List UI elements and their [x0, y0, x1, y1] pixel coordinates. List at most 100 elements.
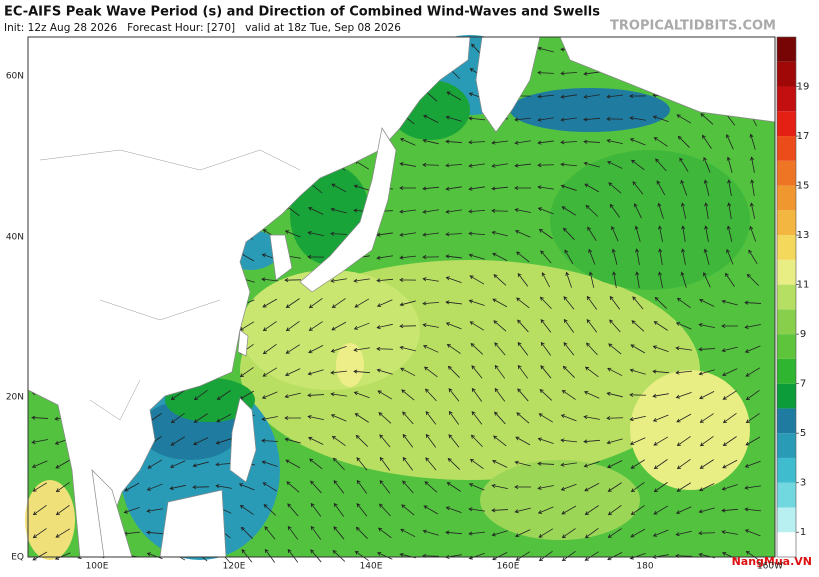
map	[25, 35, 776, 563]
arrow	[330, 231, 348, 236]
arrow	[238, 483, 255, 491]
arrow	[745, 436, 761, 446]
arrow	[652, 414, 669, 422]
arrow	[744, 345, 761, 353]
arrow	[379, 479, 391, 494]
arrow	[537, 163, 555, 168]
arrow	[492, 252, 508, 262]
arrow	[516, 297, 530, 309]
arrow	[399, 138, 416, 146]
arrow	[750, 179, 755, 196]
lat-label: 40N	[6, 233, 24, 243]
colorbar-label: 15	[797, 181, 810, 192]
arrow	[470, 342, 484, 355]
arrow	[538, 528, 554, 538]
colorbar-segment	[777, 284, 796, 310]
arrow	[170, 390, 185, 401]
arrow	[284, 437, 301, 444]
arrow	[653, 137, 668, 147]
lat-label: EQ	[11, 553, 24, 563]
arrow	[607, 504, 622, 516]
arrow	[680, 179, 688, 196]
arrow	[658, 225, 663, 242]
arrow	[630, 528, 646, 538]
arrow	[722, 436, 737, 446]
arrow	[170, 412, 185, 424]
arrow	[606, 416, 624, 421]
arrow	[493, 320, 507, 332]
arrow	[31, 415, 49, 420]
arrow	[469, 458, 484, 470]
arrow	[399, 209, 416, 214]
arrow	[55, 505, 70, 516]
arrow	[586, 295, 598, 310]
arrow	[721, 484, 738, 491]
arrow	[514, 529, 531, 538]
arrow	[607, 551, 623, 561]
lon-label: 140E	[360, 562, 383, 572]
arrow	[491, 186, 509, 191]
arrow	[583, 415, 600, 420]
arrow	[561, 528, 576, 539]
arrow	[560, 94, 577, 99]
colorbar-segment	[777, 358, 796, 384]
arrow	[611, 248, 618, 265]
arrow	[468, 116, 485, 121]
arrow	[399, 162, 416, 167]
colorbar-label: 9	[800, 329, 806, 340]
arrow	[565, 271, 572, 288]
arrow	[307, 230, 324, 237]
arrow	[703, 156, 711, 173]
arrow	[262, 321, 277, 332]
arrow	[745, 551, 760, 561]
lon-label: 100E	[86, 562, 109, 572]
arrow	[399, 324, 417, 329]
arrow	[284, 392, 301, 399]
arrow	[445, 115, 462, 122]
arrow	[584, 482, 600, 492]
arrow	[727, 202, 732, 219]
arrow	[629, 368, 646, 375]
arrow	[699, 483, 715, 492]
arrow	[402, 480, 414, 494]
arrow	[494, 364, 506, 379]
arrow	[721, 323, 739, 329]
lat-label: 20N	[6, 393, 24, 403]
arrow	[538, 413, 554, 423]
arrow	[353, 184, 370, 191]
arrow	[514, 140, 531, 145]
arrow	[676, 482, 691, 492]
arrow	[561, 551, 576, 562]
arrow	[676, 458, 691, 470]
arrow	[146, 552, 163, 560]
arrow	[722, 390, 737, 400]
arrow	[193, 413, 208, 423]
field-patch	[510, 88, 670, 132]
arrow	[652, 369, 670, 374]
arrow	[586, 318, 598, 333]
arrow	[704, 225, 709, 242]
arrow	[193, 437, 209, 446]
arrow	[698, 322, 715, 328]
arrow	[537, 94, 555, 99]
arrow	[629, 94, 647, 99]
arrow	[333, 480, 345, 494]
arrow	[607, 367, 623, 377]
arrow	[722, 412, 737, 424]
arrow	[652, 115, 669, 123]
arrow	[468, 299, 485, 306]
arrow	[514, 460, 531, 467]
arrow	[308, 321, 323, 331]
arrow	[749, 202, 756, 219]
arrow	[516, 251, 530, 263]
arrow	[698, 507, 715, 514]
arrow	[330, 346, 347, 353]
arrow	[285, 459, 301, 469]
arrow	[585, 204, 599, 217]
arrow	[629, 415, 646, 422]
arrow	[32, 505, 47, 516]
arrow	[491, 140, 508, 145]
arrow	[468, 483, 485, 491]
arrow	[447, 457, 461, 470]
arrow	[584, 366, 599, 378]
